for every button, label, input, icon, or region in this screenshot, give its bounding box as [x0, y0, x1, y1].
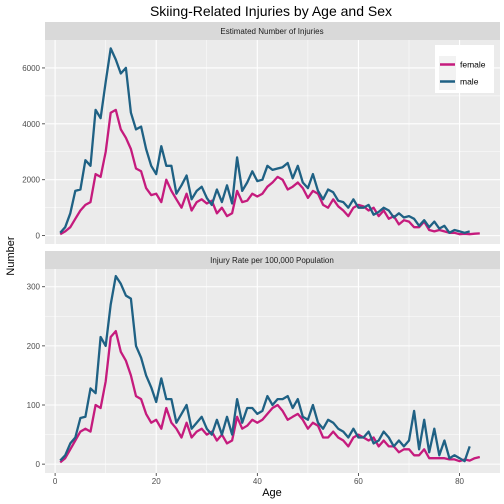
x-tick-label: 80 [455, 477, 464, 486]
y-axis-title: Number [5, 236, 17, 275]
panel-rate: Injury Rate per 100,000 Population 0 100 2… [27, 251, 500, 473]
legend: female male [435, 45, 494, 93]
x-tick-label: 60 [354, 477, 363, 486]
series-line-male [59, 274, 471, 463]
y-tick-label: 6000 [22, 64, 40, 73]
series-line-female [59, 329, 481, 464]
series-line-female [59, 108, 480, 236]
chart-title: Skiing-Related Injuries by Age and Sex [150, 3, 392, 19]
y-tick-label: 4000 [22, 120, 40, 129]
y-tick-label: 300 [27, 283, 41, 292]
legend-label-male: male [460, 77, 479, 87]
strip-label-injuries: Estimated Number of Injuries [220, 27, 323, 36]
panel-injuries: Estimated Number of Injuries 0 2000 4000 60… [22, 22, 500, 244]
y-tick-label: 100 [27, 401, 41, 410]
series-line-male [59, 47, 471, 234]
x-tick-label: 20 [152, 477, 161, 486]
y-tick-label: 200 [27, 342, 41, 351]
strip-background-injuries [45, 22, 500, 40]
panel-background-injuries [45, 40, 500, 244]
x-axis-title: Age [262, 487, 282, 499]
y-tick-label: 2000 [22, 176, 40, 185]
strip-background-rate [45, 251, 500, 269]
x-tick-label: 40 [253, 477, 262, 486]
panel-background-rate [45, 269, 500, 473]
legend-label-female: female [460, 60, 486, 70]
y-tick-label: 0 [36, 232, 41, 241]
x-tick-label: 0 [53, 477, 58, 486]
strip-label-rate: Injury Rate per 100,000 Population [210, 256, 334, 265]
y-tick-label: 0 [36, 460, 41, 469]
